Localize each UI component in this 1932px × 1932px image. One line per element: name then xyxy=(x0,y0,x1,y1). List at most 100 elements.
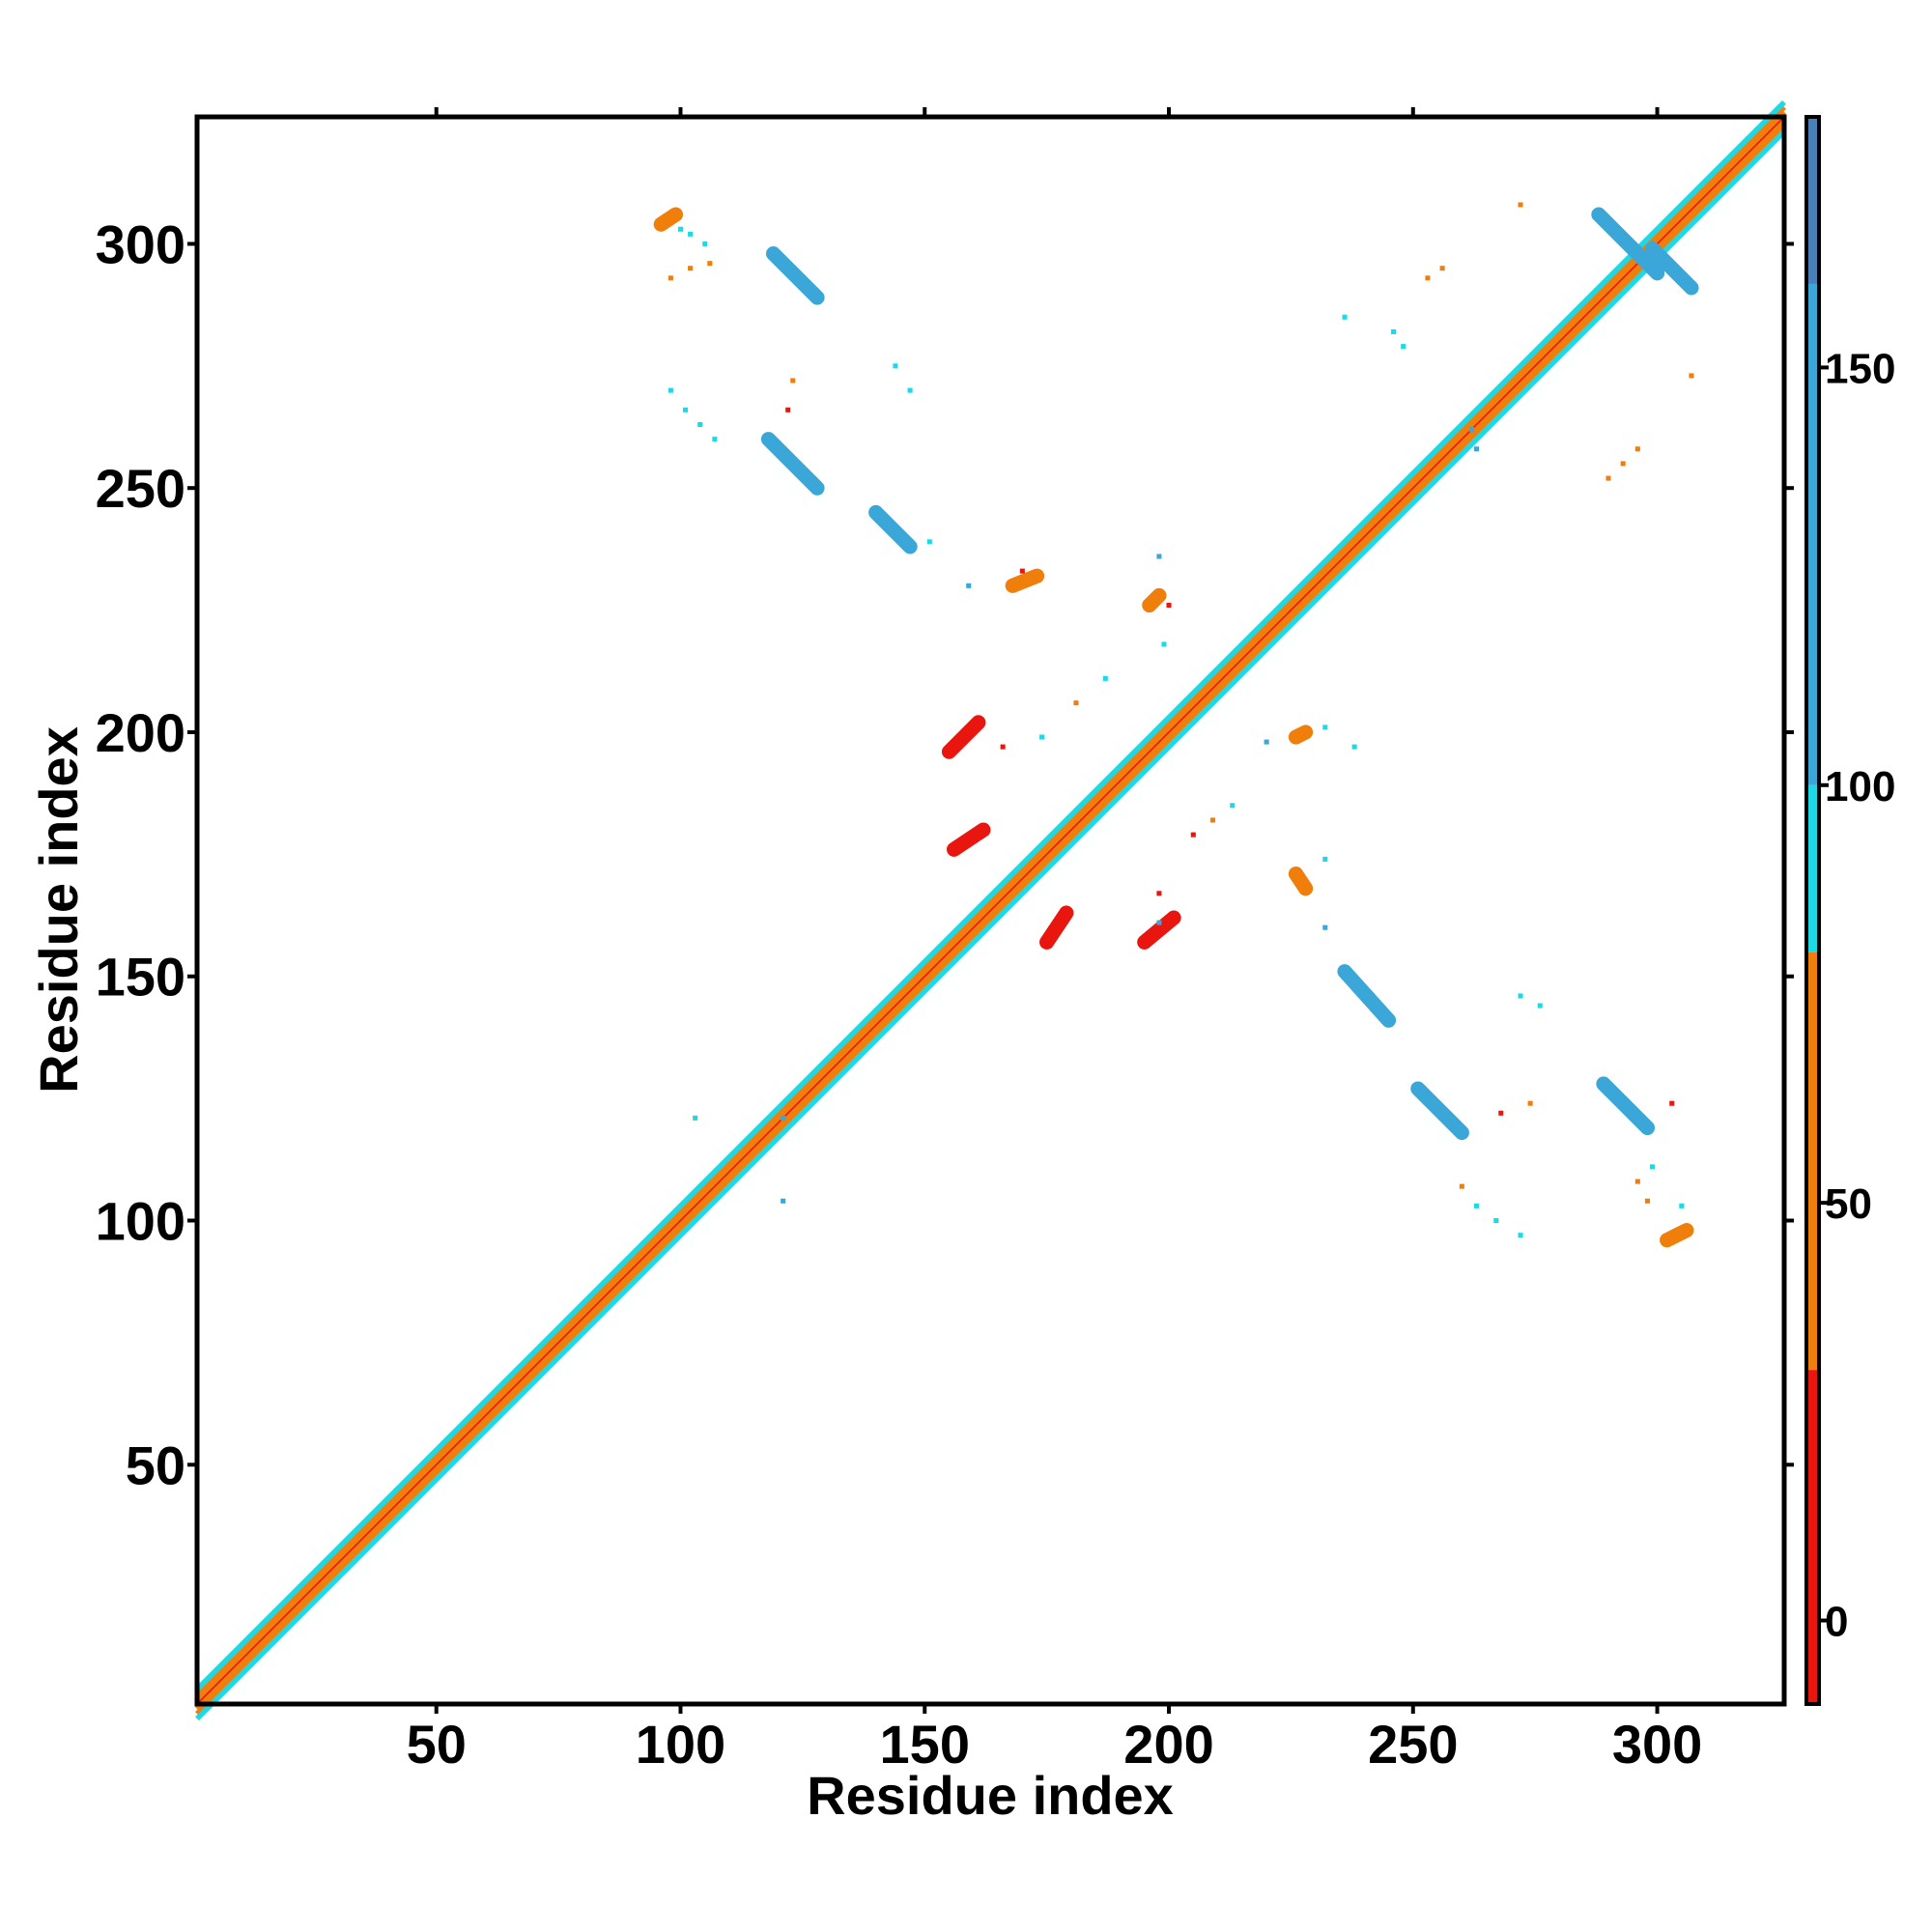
colorbar-frame xyxy=(1804,115,1821,1706)
y-tick-label: 250 xyxy=(96,458,185,519)
contact-cell xyxy=(785,407,791,412)
contact-cell xyxy=(668,387,673,393)
contact-cell xyxy=(1156,920,1162,925)
contact-cell xyxy=(693,1115,698,1121)
contact-cell xyxy=(1537,1003,1543,1009)
contact-cell xyxy=(1102,675,1108,681)
y-tick-label: 50 xyxy=(126,1435,185,1495)
contact-segment xyxy=(1288,867,1314,896)
contact-cell xyxy=(1498,1110,1504,1116)
diagonal-band-line xyxy=(195,120,1786,1712)
contact-cell xyxy=(1425,275,1431,281)
x-tick-label: 200 xyxy=(1123,1714,1213,1775)
plot-area xyxy=(194,99,1787,1721)
x-tick-label: 100 xyxy=(636,1714,725,1775)
contact-cell xyxy=(907,387,913,393)
colorbar: 0 50 100 150 xyxy=(1804,115,1895,1706)
contact-cell xyxy=(1473,1203,1480,1208)
diagonal-band-line xyxy=(195,115,1786,1706)
contact-cell xyxy=(1322,724,1328,730)
contact-segment xyxy=(1137,910,1181,950)
contact-segment xyxy=(1337,964,1397,1028)
contact-cell xyxy=(1391,328,1397,334)
contact-segment xyxy=(868,504,918,554)
contact-cell xyxy=(1039,734,1045,740)
contact-cell xyxy=(1493,1217,1499,1224)
contact-segment xyxy=(760,432,825,496)
colorbar-tick-label: 100 xyxy=(1825,763,1895,810)
colorbar-band xyxy=(1806,1370,1819,1704)
diagonal-band-line xyxy=(195,104,1786,1696)
contact-cell xyxy=(1634,1179,1640,1184)
contact-cell xyxy=(1156,891,1162,896)
contact-cell xyxy=(1468,427,1474,433)
y-tick-label: 200 xyxy=(96,702,185,763)
contact-segment xyxy=(765,245,825,305)
contact-cell xyxy=(1439,266,1445,271)
contact-cell xyxy=(1264,739,1269,745)
y-axis-ticks: 50 100 150 200 250 300 xyxy=(96,213,1794,1495)
contact-cell xyxy=(1019,568,1025,574)
x-tick-label: 300 xyxy=(1612,1714,1702,1775)
contact-cell xyxy=(668,275,673,281)
colorbar-band xyxy=(1806,952,1819,1371)
contact-cell xyxy=(1518,1233,1523,1238)
y-axis-label: Residue index xyxy=(28,726,89,1094)
contact-segment xyxy=(947,822,991,857)
contact-cell xyxy=(1689,373,1694,379)
x-tick-label: 150 xyxy=(880,1714,970,1775)
contact-segment xyxy=(1142,587,1167,613)
colorbar-band xyxy=(1806,117,1819,284)
contact-cell xyxy=(1679,1203,1685,1208)
contact-cell xyxy=(1322,924,1328,930)
contact-cell xyxy=(1459,1183,1464,1189)
contact-cell xyxy=(1518,993,1523,999)
colorbar-tick-label: 150 xyxy=(1825,345,1895,392)
contact-cell xyxy=(1156,554,1162,559)
contact-segment xyxy=(1644,241,1699,296)
contact-cell xyxy=(1000,744,1006,750)
contact-cell xyxy=(1209,817,1216,823)
contact-cell xyxy=(677,226,684,232)
contact-cell xyxy=(688,231,694,237)
contact-segment xyxy=(1591,207,1665,281)
contact-segment xyxy=(653,207,684,232)
contact-segment xyxy=(1288,724,1314,745)
y-tick-label: 150 xyxy=(96,947,185,1008)
contact-cell xyxy=(702,241,708,246)
colorbar-bands xyxy=(1806,117,1819,1704)
contact-cell xyxy=(1644,1198,1650,1204)
contact-cell xyxy=(790,378,796,384)
contact-cell xyxy=(1669,1100,1675,1106)
contact-cell xyxy=(781,1198,786,1204)
contact-cell xyxy=(1473,446,1480,452)
y-tick-label: 300 xyxy=(96,213,185,274)
contact-cell xyxy=(1322,856,1328,862)
contact-cell xyxy=(1166,603,1172,609)
y-tick-label: 100 xyxy=(96,1191,185,1252)
contact-cell xyxy=(1605,475,1611,481)
contact-cell xyxy=(1161,641,1167,647)
contact-cell xyxy=(1230,803,1236,809)
plot-frame xyxy=(194,114,1787,1707)
contact-cell xyxy=(1073,700,1079,706)
contact-cell xyxy=(1190,832,1196,838)
colorbar-band xyxy=(1806,784,1819,952)
diagonal-band-line xyxy=(195,125,1786,1717)
contact-cell xyxy=(707,261,713,267)
contact-cell xyxy=(712,437,718,442)
contact-cell xyxy=(1649,1164,1656,1170)
diagonal-band-line xyxy=(195,99,1786,1691)
contact-cell xyxy=(1634,446,1640,452)
contact-segment xyxy=(1596,1076,1656,1136)
colorbar-band xyxy=(1806,283,1819,785)
colorbar-tick-label: 50 xyxy=(1825,1180,1872,1228)
x-tick-label: 50 xyxy=(407,1714,467,1775)
contact-cell xyxy=(688,266,694,271)
contact-segment xyxy=(941,715,986,759)
contact-cell xyxy=(1351,744,1357,750)
contact-cell xyxy=(1527,1100,1533,1106)
contact-cell xyxy=(781,1115,786,1121)
contact-cell xyxy=(893,363,898,369)
